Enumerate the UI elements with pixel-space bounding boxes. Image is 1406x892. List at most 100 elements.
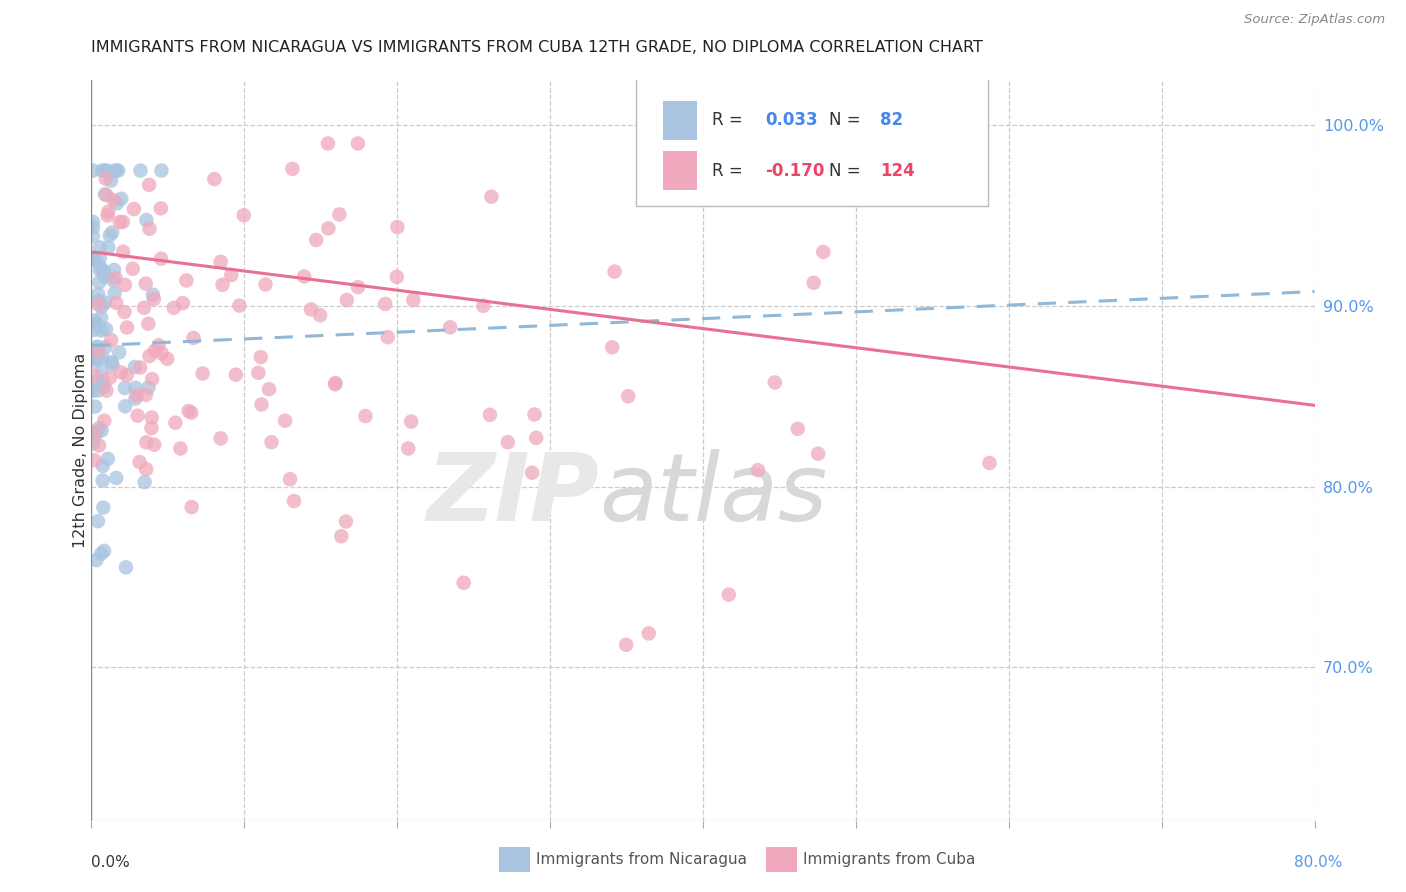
Point xyxy=(150,252,173,266)
Text: IMMIGRANTS FROM NICARAGUA VS IMMIGRANTS FROM CUBA 12TH GRADE, NO DIPLOMA CORRELA: IMMIGRANTS FROM NICARAGUA VS IMMIGRANTS … xyxy=(91,40,983,55)
Point xyxy=(309,308,332,322)
Point xyxy=(283,494,305,508)
Point xyxy=(614,638,637,652)
Point xyxy=(138,380,160,394)
Text: -0.170: -0.170 xyxy=(765,161,825,179)
Point xyxy=(520,466,543,480)
Point xyxy=(150,163,173,178)
Point xyxy=(129,360,152,375)
Point xyxy=(803,276,825,290)
Text: ZIP: ZIP xyxy=(426,449,599,541)
Point xyxy=(90,323,112,337)
Point xyxy=(94,340,117,354)
Point xyxy=(103,263,125,277)
Point xyxy=(114,381,136,395)
Point xyxy=(82,229,104,244)
Point xyxy=(637,626,659,640)
Point xyxy=(84,427,107,442)
Point xyxy=(325,376,347,390)
Point xyxy=(228,299,250,313)
Text: Immigrants from Nicaragua: Immigrants from Nicaragua xyxy=(536,853,747,867)
Point xyxy=(82,252,104,267)
Point xyxy=(89,251,111,265)
Point xyxy=(524,431,547,445)
Point xyxy=(177,404,200,418)
Point xyxy=(93,269,115,284)
Point xyxy=(86,340,108,354)
Point xyxy=(104,163,127,178)
Text: 124: 124 xyxy=(880,161,915,179)
Point xyxy=(221,268,243,282)
Point xyxy=(97,205,120,219)
Point xyxy=(83,251,105,265)
Point xyxy=(96,384,118,398)
Point xyxy=(100,333,122,347)
Point xyxy=(299,302,322,317)
Point xyxy=(717,588,740,602)
Point xyxy=(747,463,769,477)
Point xyxy=(87,298,110,312)
Point xyxy=(183,331,205,345)
Point xyxy=(122,202,145,216)
Point xyxy=(107,163,129,178)
Point xyxy=(135,213,157,227)
Point xyxy=(91,299,114,313)
Point xyxy=(135,462,157,476)
FancyBboxPatch shape xyxy=(636,77,988,206)
Point xyxy=(377,330,399,344)
Point xyxy=(94,295,117,310)
Point xyxy=(278,472,301,486)
Point xyxy=(87,384,110,398)
Point xyxy=(149,202,172,216)
Point xyxy=(82,436,104,450)
Point xyxy=(115,368,138,383)
Point xyxy=(163,301,186,315)
Point xyxy=(83,351,105,365)
Point xyxy=(84,317,107,331)
Point xyxy=(91,458,114,473)
Point xyxy=(180,406,202,420)
Point xyxy=(103,193,125,207)
Point xyxy=(110,192,132,206)
Point xyxy=(232,208,254,222)
Point xyxy=(851,169,873,184)
Point xyxy=(105,196,128,211)
Point xyxy=(603,264,626,278)
Point xyxy=(316,136,339,151)
Point xyxy=(165,416,187,430)
Point xyxy=(138,317,160,331)
Point xyxy=(101,226,124,240)
Text: 82: 82 xyxy=(880,112,904,129)
Point xyxy=(336,293,359,307)
Point xyxy=(347,280,370,294)
Point xyxy=(249,350,271,364)
Point xyxy=(83,453,105,467)
Point xyxy=(87,344,110,359)
Point xyxy=(105,471,128,485)
Point xyxy=(93,264,115,278)
Point xyxy=(600,340,623,354)
Point xyxy=(387,219,409,234)
Point xyxy=(89,240,111,254)
Text: 0.0%: 0.0% xyxy=(91,855,131,870)
Point xyxy=(813,244,835,259)
Point xyxy=(523,408,546,422)
Text: 80.0%: 80.0% xyxy=(1295,855,1343,870)
Point xyxy=(108,345,131,359)
Point xyxy=(115,560,138,574)
Point xyxy=(150,346,173,360)
Point xyxy=(87,293,110,308)
Point xyxy=(87,421,110,435)
Point xyxy=(496,435,519,450)
Point xyxy=(202,172,225,186)
Point xyxy=(250,397,273,411)
Point xyxy=(225,368,247,382)
Point xyxy=(141,372,163,386)
Point xyxy=(143,438,166,452)
Point xyxy=(135,435,157,450)
Point xyxy=(211,277,233,292)
Point xyxy=(156,351,179,366)
Point xyxy=(141,421,163,435)
Point xyxy=(82,384,104,398)
Point xyxy=(108,215,131,229)
